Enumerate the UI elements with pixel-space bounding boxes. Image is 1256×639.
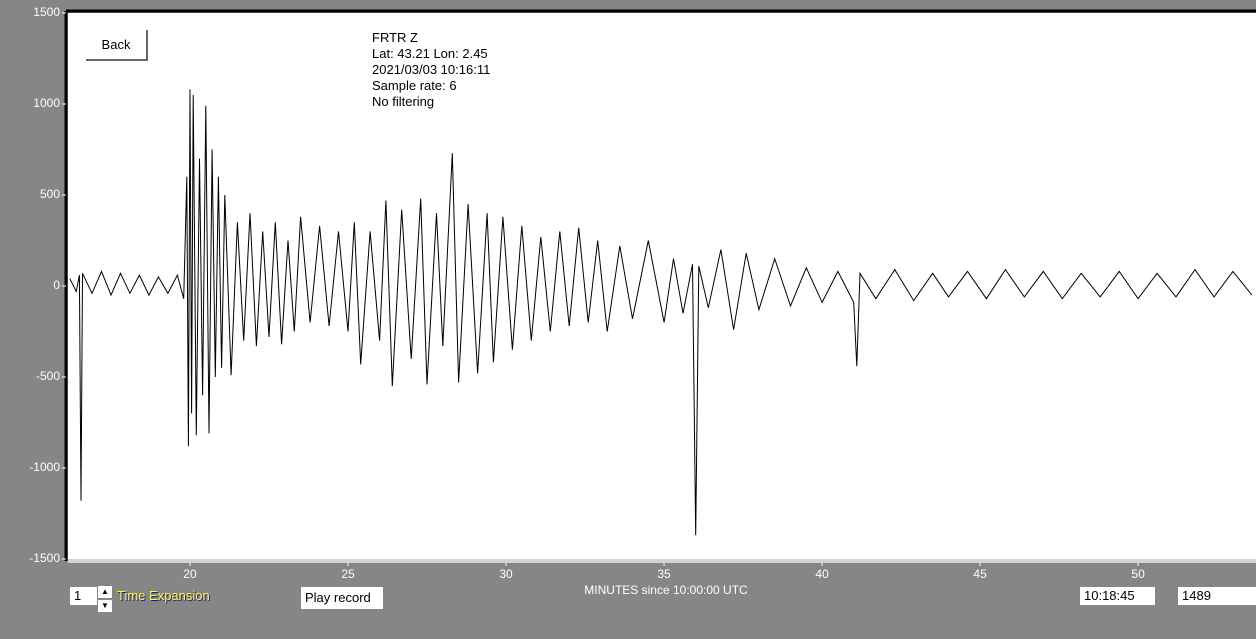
y-tick-label: 1500 (33, 5, 60, 19)
y-tick-label: -500 (36, 369, 60, 383)
info-line: No filtering (372, 94, 435, 109)
x-tick-label: 50 (1131, 567, 1145, 581)
play-button[interactable]: Play record (301, 587, 383, 609)
x-axis-label: MINUTES since 10:00:00 UTC (584, 583, 748, 597)
y-tick-label: 0 (53, 278, 60, 292)
plot-bottom (68, 559, 1256, 563)
spin-up[interactable]: ▲ (98, 586, 112, 598)
back-button[interactable]: Back (86, 30, 148, 61)
info-line: FRTR Z (372, 30, 418, 45)
info-line: Sample rate: 6 (372, 78, 457, 93)
x-tick-label: 45 (973, 567, 987, 581)
x-tick-label: 30 (499, 567, 513, 581)
y-tick-label: -1000 (29, 460, 60, 474)
expansion-label: Time Expansion (117, 588, 210, 603)
info-line: Lat: 43.21 Lon: 2.45 (372, 46, 488, 61)
station-info: FRTR Z Lat: 43.21 Lon: 2.45 2021/03/03 10:… (372, 30, 490, 110)
x-tick-label: 40 (815, 567, 829, 581)
time-field: 10:18:45 (1080, 587, 1155, 605)
waveform (69, 89, 1253, 536)
y-tick-label: 500 (40, 187, 60, 201)
expansion-input[interactable]: 1 (70, 587, 97, 605)
y-tick-label: -1500 (29, 551, 60, 565)
count-field: 1489 (1178, 587, 1256, 605)
x-tick-label: 35 (657, 567, 671, 581)
x-tick-label: 25 (341, 567, 355, 581)
info-line: 2021/03/03 10:16:11 (372, 62, 491, 77)
y-tick-label: 1000 (33, 96, 60, 110)
x-tick-label: 20 (183, 567, 197, 581)
spin-down[interactable]: ▼ (98, 600, 112, 612)
